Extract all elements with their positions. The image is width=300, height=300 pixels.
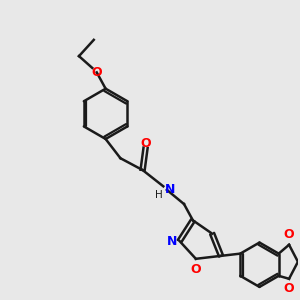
- Text: H: H: [155, 190, 163, 200]
- Text: O: O: [284, 228, 294, 241]
- Text: O: O: [92, 66, 102, 79]
- Text: O: O: [190, 263, 201, 276]
- Text: N: N: [165, 183, 175, 196]
- Text: O: O: [140, 137, 151, 150]
- Text: N: N: [167, 235, 177, 248]
- Text: O: O: [284, 282, 294, 295]
